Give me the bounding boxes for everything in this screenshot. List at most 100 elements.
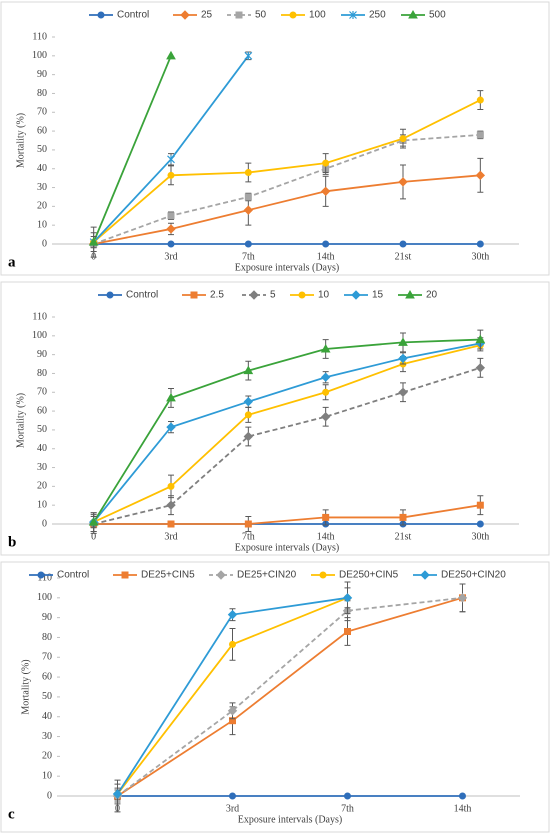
marker bbox=[88, 237, 99, 246]
y-tick-label: 70 bbox=[37, 107, 47, 118]
legend-marker bbox=[349, 11, 357, 19]
y-tick-label: 70 bbox=[37, 387, 47, 398]
legend-marker bbox=[121, 571, 129, 579]
x-axis-title: Exposure intervals (Days) bbox=[238, 814, 342, 825]
x-tick-label: 7th bbox=[242, 251, 255, 262]
y-tick-label: 40 bbox=[37, 443, 47, 454]
y-tick-label: 10 bbox=[37, 499, 47, 510]
marker bbox=[167, 155, 175, 164]
y-tick-label: 10 bbox=[42, 770, 52, 781]
marker bbox=[322, 159, 330, 167]
y-tick-label: 70 bbox=[42, 652, 52, 663]
marker bbox=[476, 131, 484, 139]
legend-marker bbox=[190, 291, 198, 299]
y-tick-label: 0 bbox=[42, 238, 47, 249]
marker bbox=[476, 96, 484, 104]
marker bbox=[167, 482, 175, 490]
series-line bbox=[92, 55, 172, 243]
y-tick-label: 110 bbox=[32, 311, 47, 322]
panel-frame bbox=[0, 281, 550, 556]
x-tick-label: 14th bbox=[317, 531, 335, 542]
series-line bbox=[93, 504, 481, 525]
legend-marker bbox=[37, 571, 45, 579]
legend-label: 500 bbox=[429, 10, 446, 21]
legend-marker bbox=[405, 289, 415, 299]
x-tick-label: 3rd bbox=[164, 251, 177, 262]
y-tick-label: 20 bbox=[42, 751, 52, 762]
marker bbox=[244, 240, 252, 248]
marker bbox=[167, 240, 175, 248]
panel-label: b bbox=[8, 534, 16, 550]
series-line bbox=[92, 338, 481, 523]
marker bbox=[244, 193, 252, 201]
x-tick-label: 21st bbox=[395, 251, 412, 262]
series-line bbox=[116, 596, 463, 797]
y-tick-label: 30 bbox=[42, 731, 52, 742]
x-tick-label: 30th bbox=[471, 531, 489, 542]
marker bbox=[322, 240, 330, 248]
y-tick-label: 80 bbox=[37, 88, 47, 99]
panel-frame bbox=[0, 1, 550, 276]
series-line bbox=[93, 366, 481, 525]
marker bbox=[112, 789, 123, 799]
marker bbox=[167, 212, 175, 220]
legend-marker bbox=[319, 571, 327, 579]
legend-marker bbox=[289, 11, 297, 19]
marker bbox=[244, 520, 252, 528]
y-tick-label: 80 bbox=[42, 632, 52, 643]
marker bbox=[322, 388, 330, 396]
legend-label: DE25+CIN5 bbox=[141, 570, 195, 581]
y-tick-label: 100 bbox=[32, 50, 47, 61]
panel-frame bbox=[0, 561, 550, 833]
y-tick-label: 90 bbox=[37, 69, 47, 80]
y-tick-label: 10 bbox=[37, 219, 47, 230]
legend-label: 15 bbox=[372, 290, 384, 301]
legend-label: 20 bbox=[426, 290, 438, 301]
x-tick-label: 3rd bbox=[164, 531, 177, 542]
y-tick-label: 20 bbox=[37, 201, 47, 212]
marker bbox=[166, 422, 176, 432]
legend-marker bbox=[298, 291, 306, 299]
marker bbox=[166, 224, 176, 234]
marker bbox=[227, 609, 238, 620]
x-tick-label: 14th bbox=[454, 803, 472, 814]
x-tick-label: 30th bbox=[471, 251, 489, 262]
legend-label: 25 bbox=[201, 10, 213, 21]
y-tick-label: 60 bbox=[37, 405, 47, 416]
y-axis-title: Mortality (%) bbox=[15, 113, 26, 168]
legend-marker bbox=[180, 10, 190, 20]
marker bbox=[475, 363, 486, 373]
panel-label: a bbox=[8, 254, 16, 270]
legend-marker bbox=[420, 570, 430, 580]
legend-label: DE250+CIN20 bbox=[441, 570, 506, 581]
y-tick-label: 110 bbox=[37, 572, 52, 583]
legend-label: 10 bbox=[318, 290, 330, 301]
marker bbox=[476, 501, 484, 509]
x-tick-label: 21st bbox=[395, 531, 412, 542]
y-tick-label: 30 bbox=[37, 462, 47, 473]
marker bbox=[166, 50, 176, 60]
y-tick-label: 40 bbox=[37, 163, 47, 174]
legend-label: 2.5 bbox=[210, 290, 224, 301]
marker bbox=[475, 170, 486, 181]
x-tick-label: 7th bbox=[242, 531, 255, 542]
marker bbox=[459, 792, 466, 800]
y-axis-title: Mortality (%) bbox=[15, 393, 26, 448]
legend-marker bbox=[106, 291, 114, 299]
marker bbox=[399, 240, 407, 248]
marker bbox=[320, 372, 331, 382]
series-line bbox=[92, 342, 481, 523]
marker bbox=[475, 334, 486, 344]
marker bbox=[399, 135, 407, 143]
y-tick-label: 80 bbox=[37, 368, 47, 379]
series-line bbox=[117, 596, 463, 797]
series-line bbox=[93, 99, 481, 243]
marker bbox=[320, 186, 331, 197]
marker bbox=[244, 411, 252, 419]
marker bbox=[320, 343, 331, 353]
marker bbox=[166, 392, 176, 402]
legend-label: Control bbox=[57, 570, 89, 581]
legend-marker bbox=[235, 11, 243, 19]
